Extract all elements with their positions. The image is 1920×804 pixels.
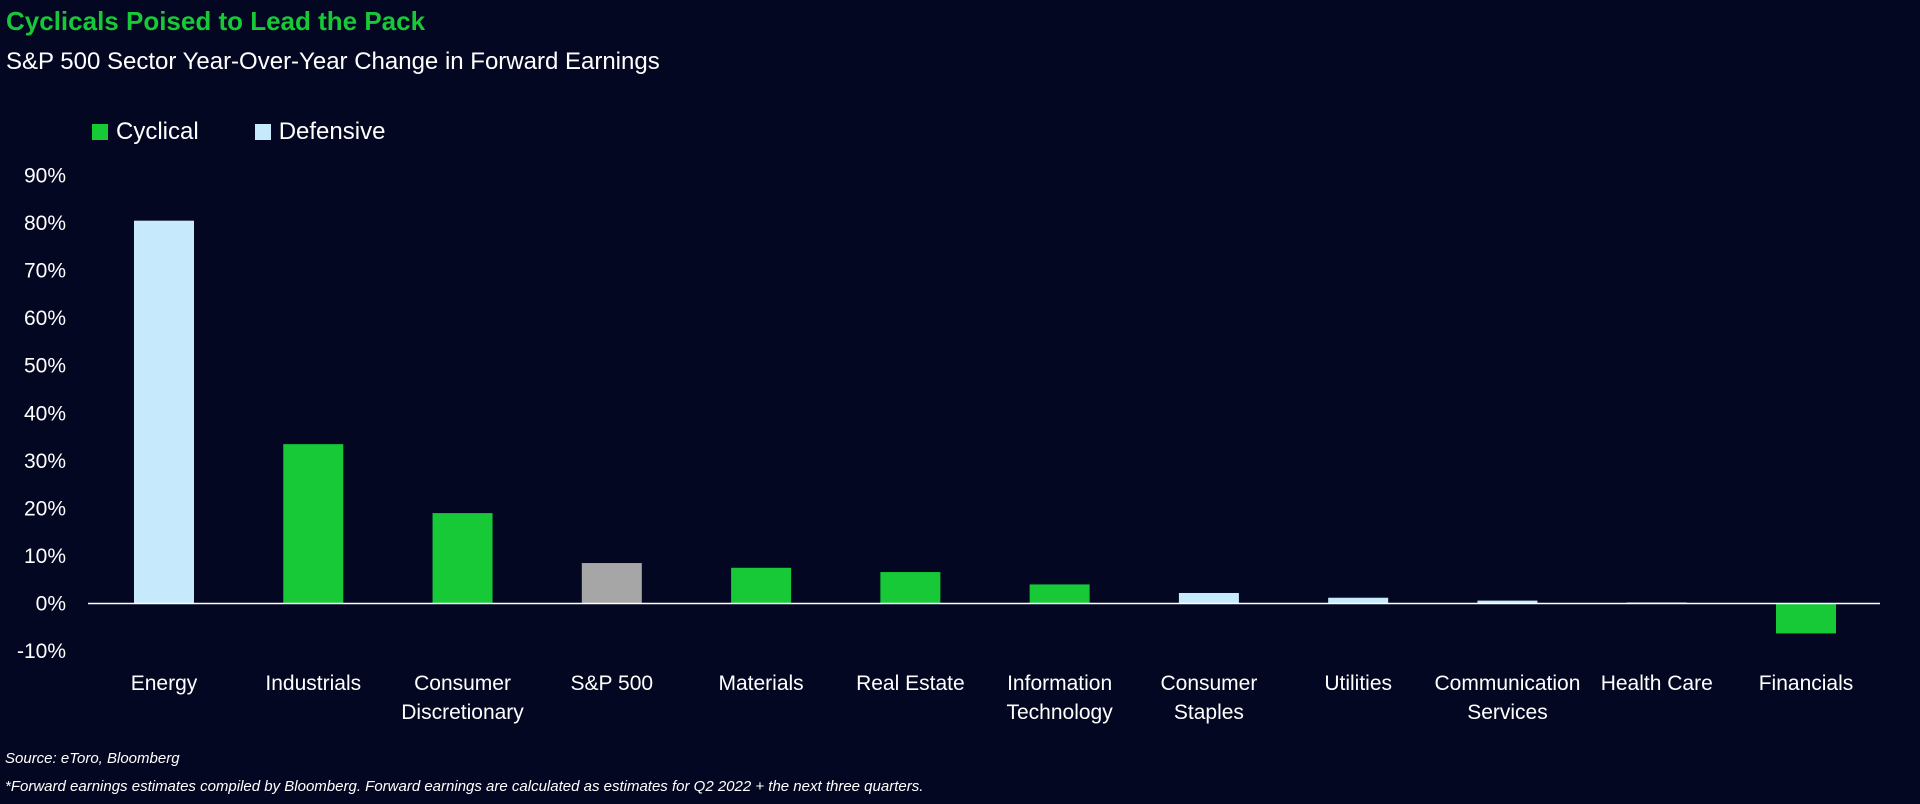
y-tick-label: 50% <box>24 355 66 378</box>
legend-item-cyclical: Cyclical <box>92 118 199 146</box>
x-tick-label: Communication Services <box>1435 672 1581 724</box>
y-tick-label: 20% <box>24 497 66 520</box>
legend-swatch-defensive <box>254 124 271 140</box>
y-tick-label: 90% <box>24 165 66 188</box>
y-tick-label: 40% <box>24 402 66 425</box>
x-tick-label: Utilities <box>1324 672 1392 695</box>
footnote: *Forward earnings estimates compiled by … <box>5 778 924 795</box>
x-tick-label: Financials <box>1759 672 1854 695</box>
y-tick-label: 10% <box>24 545 66 568</box>
x-tick-label: S&P 500 <box>571 672 654 695</box>
bar-financials <box>1776 603 1836 634</box>
legend-item-defensive: Defensive <box>254 118 386 146</box>
bar-utilities <box>1328 597 1389 604</box>
legend-label-defensive: Defensive <box>278 118 386 145</box>
legend-label-cyclical: Cyclical <box>116 118 199 145</box>
chart-subtitle: S&P 500 Sector Year-Over-Year Change in … <box>6 48 660 75</box>
y-tick-label: 0% <box>36 592 66 615</box>
source-note: Source: eToro, Bloomberg <box>5 750 180 767</box>
x-tick-label: Consumer Discretionary <box>401 672 524 724</box>
y-tick-label: -10% <box>17 640 66 663</box>
chart-title: Cyclicals Poised to Lead the Pack <box>6 6 426 36</box>
bar-energy <box>134 220 194 604</box>
x-tick-label: Energy <box>131 672 198 695</box>
bar-consumer-discretionary <box>432 513 493 604</box>
bar-information-technology <box>1029 584 1090 604</box>
y-tick-label: 30% <box>24 450 66 473</box>
bar-materials <box>731 567 792 604</box>
y-tick-label: 70% <box>24 260 66 283</box>
bar-industrials <box>283 444 344 604</box>
x-tick-label: Real Estate <box>856 672 965 695</box>
x-axis-labels: Energy Industrials Consumer Discretionary S&… <box>131 672 1854 724</box>
x-tick-label: Industrials <box>265 672 361 695</box>
x-tick-label: Information Technology <box>1007 672 1114 724</box>
x-tick-label: Materials <box>718 672 803 695</box>
legend: Cyclical Defensive <box>92 118 441 146</box>
bar-s-p-500 <box>581 563 642 604</box>
y-axis: -10% 0% 10% 20% 30% 40% 50% 60% 70% 80% 90% <box>17 165 66 664</box>
bar-communication-services <box>1477 600 1538 604</box>
bars <box>134 220 1836 634</box>
bar-consumer-staples <box>1178 592 1239 604</box>
y-tick-label: 80% <box>24 212 66 235</box>
y-tick-label: 60% <box>24 307 66 330</box>
bar-real-estate <box>880 572 941 604</box>
legend-swatch-cyclical <box>92 124 108 140</box>
x-tick-label: Health Care <box>1601 672 1713 695</box>
x-tick-label: Consumer Staples <box>1160 672 1257 724</box>
